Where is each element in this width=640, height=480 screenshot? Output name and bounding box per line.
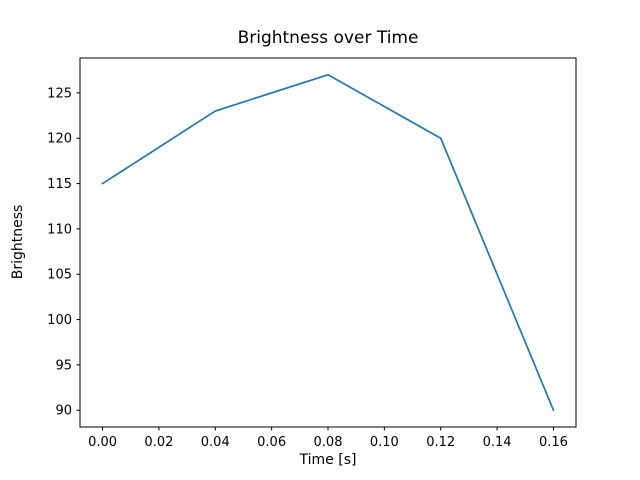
- x-axis-label: Time [s]: [299, 452, 357, 468]
- y-tick-label: 110: [47, 222, 72, 237]
- y-tick-label: 120: [47, 132, 72, 147]
- y-tick-label: 125: [47, 86, 72, 101]
- y-tick-label: 105: [47, 268, 72, 283]
- axis-tick-labels: 0.00 0.02 0.04 0.06 0.08 0.10 0.12 0.14 0.16 90 95…: [47, 86, 568, 450]
- y-tick-label: 100: [47, 313, 72, 328]
- y-axis-label: Brightness: [10, 205, 26, 280]
- x-tick-label: 0.06: [257, 435, 286, 450]
- axis-ticks: [76, 92, 554, 431]
- x-tick-label: 0.10: [370, 435, 399, 450]
- y-tick-label: 95: [55, 358, 72, 373]
- x-tick-label: 0.02: [144, 435, 173, 450]
- x-tick-label: 0.12: [426, 435, 455, 450]
- x-tick-label: 0.00: [88, 435, 117, 450]
- data-line-brightness: [101, 73, 555, 412]
- y-tick-label: 90: [55, 404, 72, 419]
- x-tick-label: 0.04: [201, 435, 230, 450]
- x-tick-label: 0.14: [483, 435, 512, 450]
- chart-title: Brightness over Time: [238, 28, 419, 48]
- plot-frame: [79, 57, 577, 428]
- x-tick-label: 0.16: [539, 435, 568, 450]
- y-tick-label: 115: [47, 177, 72, 192]
- data-series: [101, 73, 555, 412]
- x-tick-label: 0.08: [314, 435, 343, 450]
